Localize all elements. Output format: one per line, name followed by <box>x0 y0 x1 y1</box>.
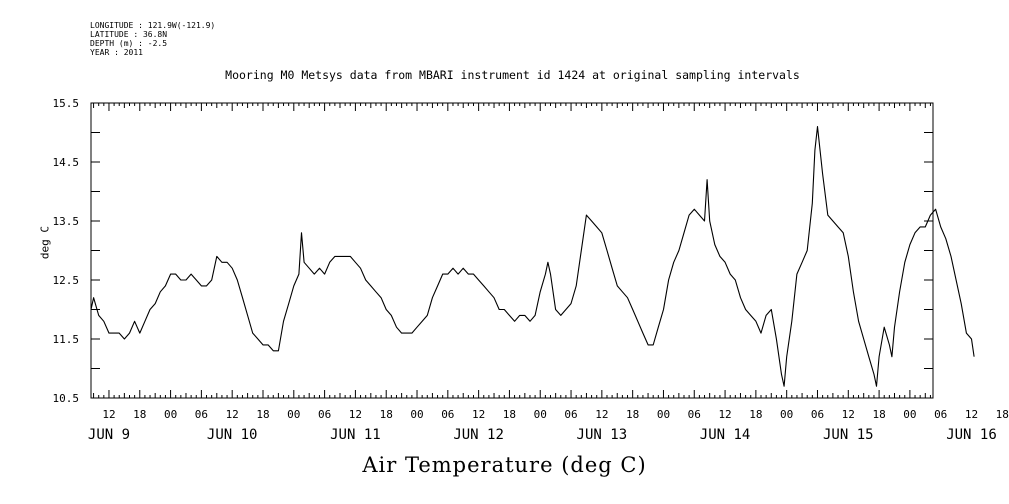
x-hour-label: 00 <box>287 408 300 421</box>
x-hour-label: 00 <box>410 408 423 421</box>
y-tick-label: 12.5 <box>53 274 80 287</box>
metadata-block: LONGITUDE : 121.9W(-121.9) LATITUDE : 36.… <box>90 21 215 57</box>
x-hour-label: 12 <box>102 408 115 421</box>
year-label: YEAR : 2011 <box>90 48 143 57</box>
x-day-label: JUN 12 <box>453 427 504 443</box>
x-hour-label: 12 <box>842 408 855 421</box>
x-hour-label: 00 <box>164 408 177 421</box>
x-hour-label: 06 <box>441 408 454 421</box>
x-hour-label: 18 <box>380 408 393 421</box>
y-tick-label: 10.5 <box>53 392 80 405</box>
x-hour-label: 12 <box>965 408 978 421</box>
x-hour-label: 18 <box>503 408 516 421</box>
x-hour-label: 00 <box>534 408 547 421</box>
x-hour-label: 12 <box>349 408 362 421</box>
y-tick-label: 13.5 <box>53 215 80 228</box>
y-tick-label: 15.5 <box>53 97 80 110</box>
x-hour-label: 18 <box>872 408 885 421</box>
x-day-label: JUN 15 <box>823 427 874 443</box>
x-hour-label: 00 <box>780 408 793 421</box>
x-day-label: JUN 13 <box>577 427 628 443</box>
x-day-label: JUN 9 <box>88 427 130 443</box>
x-hour-label: 06 <box>318 408 331 421</box>
x-hour-label: 18 <box>996 408 1009 421</box>
x-day-label: JUN 11 <box>330 427 381 443</box>
x-axis-label: Air Temperature (deg C) <box>362 453 647 477</box>
x-hour-label: 06 <box>688 408 701 421</box>
y-tick-label: 14.5 <box>53 156 80 169</box>
x-hour-label: 00 <box>903 408 916 421</box>
x-hour-label: 00 <box>657 408 670 421</box>
chart-title: Mooring M0 Metsys data from MBARI instru… <box>225 68 800 82</box>
x-hour-label: 06 <box>195 408 208 421</box>
x-day-label: JUN 10 <box>207 427 258 443</box>
longitude-label: LONGITUDE : 121.9W(-121.9) <box>90 21 216 30</box>
x-hour-label: 18 <box>626 408 639 421</box>
x-hour-label: 12 <box>718 408 731 421</box>
x-day-label: JUN 14 <box>700 427 751 443</box>
x-hour-label: 18 <box>749 408 762 421</box>
x-hour-label: 18 <box>256 408 269 421</box>
x-hour-label: 12 <box>472 408 485 421</box>
x-hour-label: 18 <box>133 408 146 421</box>
latitude-label: LATITUDE : 36.8N <box>90 30 168 39</box>
x-day-label: JUN 16 <box>946 427 997 443</box>
x-hour-label: 06 <box>564 408 577 421</box>
depth-label: DEPTH (m) : -2.5 <box>90 39 168 48</box>
y-tick-label: 11.5 <box>53 333 80 346</box>
x-hour-label: 12 <box>595 408 608 421</box>
x-hour-label: 12 <box>226 408 239 421</box>
air-temperature-line <box>90 126 975 387</box>
x-hour-label: 06 <box>811 408 824 421</box>
x-hour-label: 06 <box>934 408 947 421</box>
